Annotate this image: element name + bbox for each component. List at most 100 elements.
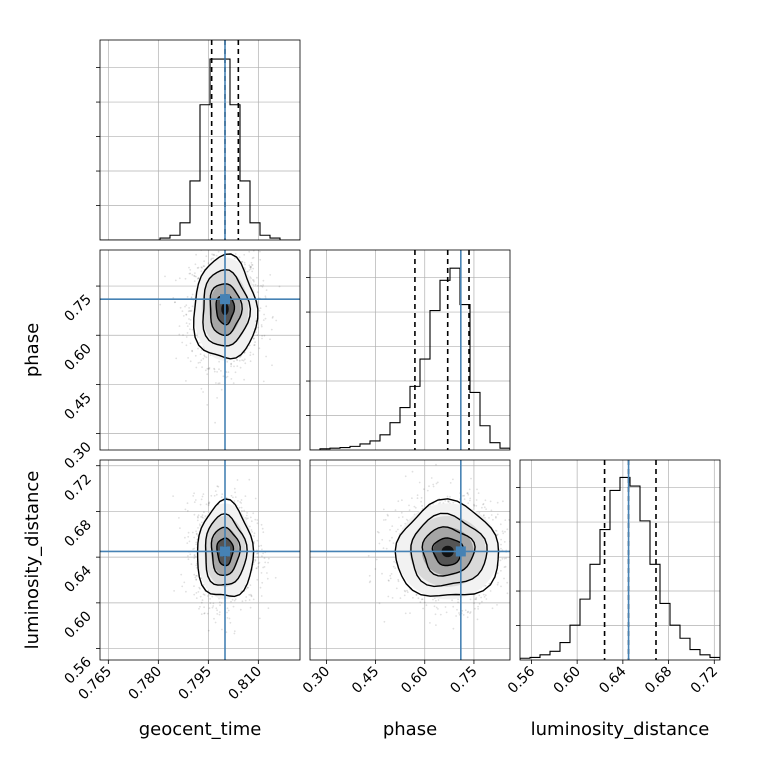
scatter-point <box>504 565 507 568</box>
scatter-point <box>251 279 254 281</box>
scatter-point <box>386 513 389 516</box>
scatter-point <box>475 499 478 501</box>
scatter-point <box>199 238 201 240</box>
scatter-point <box>190 296 193 299</box>
scatter-point <box>213 617 215 620</box>
scatter-point <box>198 523 201 526</box>
scatter-point <box>235 242 237 244</box>
scatter-point <box>421 505 423 507</box>
scatter-point <box>195 578 198 581</box>
scatter-point <box>449 482 452 484</box>
scatter-point <box>201 495 204 498</box>
scatter-point <box>397 580 400 583</box>
scatter-point <box>482 515 485 517</box>
scatter-point <box>195 253 198 256</box>
scatter-point <box>247 586 249 589</box>
scatter-point <box>216 397 219 399</box>
scatter-point <box>201 516 204 518</box>
x-tick-label-luminosity_distance: 0.72 <box>688 664 721 697</box>
scatter-point <box>404 612 407 615</box>
scatter-point <box>254 558 257 561</box>
scatter-point <box>233 365 235 368</box>
scatter-point <box>240 242 242 244</box>
scatter-point <box>495 515 497 518</box>
scatter-point <box>466 616 469 619</box>
scatter-point <box>435 463 437 466</box>
scatter-point <box>195 597 198 599</box>
scatter-point <box>403 589 406 592</box>
scatter-point <box>264 317 267 320</box>
scatter-point <box>248 344 251 347</box>
scatter-point <box>191 531 194 534</box>
scatter-point <box>193 275 196 278</box>
scatter-point <box>253 535 255 537</box>
scatter-point <box>190 563 193 565</box>
scatter-point <box>199 353 202 356</box>
scatter-point <box>210 494 213 497</box>
scatter-point <box>218 382 221 385</box>
scatter-point <box>256 291 259 294</box>
scatter-point <box>499 559 502 562</box>
scatter-point <box>216 234 218 236</box>
scatter-point <box>257 284 259 287</box>
scatter-point <box>202 584 205 586</box>
scatter-point <box>245 588 248 590</box>
scatter-point <box>260 284 262 287</box>
scatter-point <box>241 509 243 512</box>
scatter-point <box>248 269 251 271</box>
scatter-point <box>191 350 194 353</box>
scatter-point <box>249 584 252 586</box>
scatter-point <box>250 595 253 598</box>
scatter-point <box>248 478 251 481</box>
scatter-point <box>266 577 269 580</box>
scatter-point <box>262 380 265 383</box>
scatter-point <box>196 277 199 280</box>
scatter-point <box>189 328 191 331</box>
scatter-point <box>490 509 493 512</box>
histogram-panel-phase <box>309 249 511 451</box>
scatter-point <box>186 296 189 298</box>
contour-line-1 <box>202 268 252 347</box>
scatter-point <box>264 561 267 564</box>
scatter-point <box>246 586 249 589</box>
scatter-point <box>203 511 205 514</box>
scatter-point <box>388 580 390 582</box>
scatter-point <box>184 305 186 308</box>
scatter-point <box>260 325 263 328</box>
scatter-point <box>191 305 194 308</box>
scatter-point <box>193 501 196 503</box>
scatter-point <box>229 621 232 624</box>
scatter-point <box>223 244 225 246</box>
scatter-point <box>217 216 219 218</box>
scatter-point <box>568 575 570 577</box>
scatter-point <box>203 260 206 263</box>
scatter-point <box>208 366 211 369</box>
scatter-point <box>473 503 475 506</box>
scatter-point <box>184 536 186 539</box>
scatter-point <box>412 596 414 599</box>
scatter-point <box>248 594 251 596</box>
scatter-point <box>406 591 409 594</box>
scatter-point <box>262 531 265 534</box>
scatter-point <box>213 368 216 371</box>
scatter-point <box>447 501 450 503</box>
scatter-point <box>205 245 207 247</box>
scatter-point <box>458 612 460 614</box>
scatter-point <box>263 313 265 316</box>
scatter-point <box>204 369 207 372</box>
scatter-point <box>195 366 198 369</box>
scatter-point <box>262 319 265 321</box>
scatter-point <box>257 562 260 565</box>
scatter-point <box>205 503 208 506</box>
scatter-point <box>497 533 499 536</box>
scatter-point <box>239 608 242 611</box>
scatter-point <box>255 331 257 334</box>
scatter-point <box>189 342 192 345</box>
scatter-point <box>492 518 494 521</box>
scatter-point <box>256 519 259 521</box>
scatter-point <box>269 338 271 341</box>
scatter-point <box>199 587 201 590</box>
scatter-point <box>251 270 254 273</box>
scatter-point <box>248 599 251 601</box>
